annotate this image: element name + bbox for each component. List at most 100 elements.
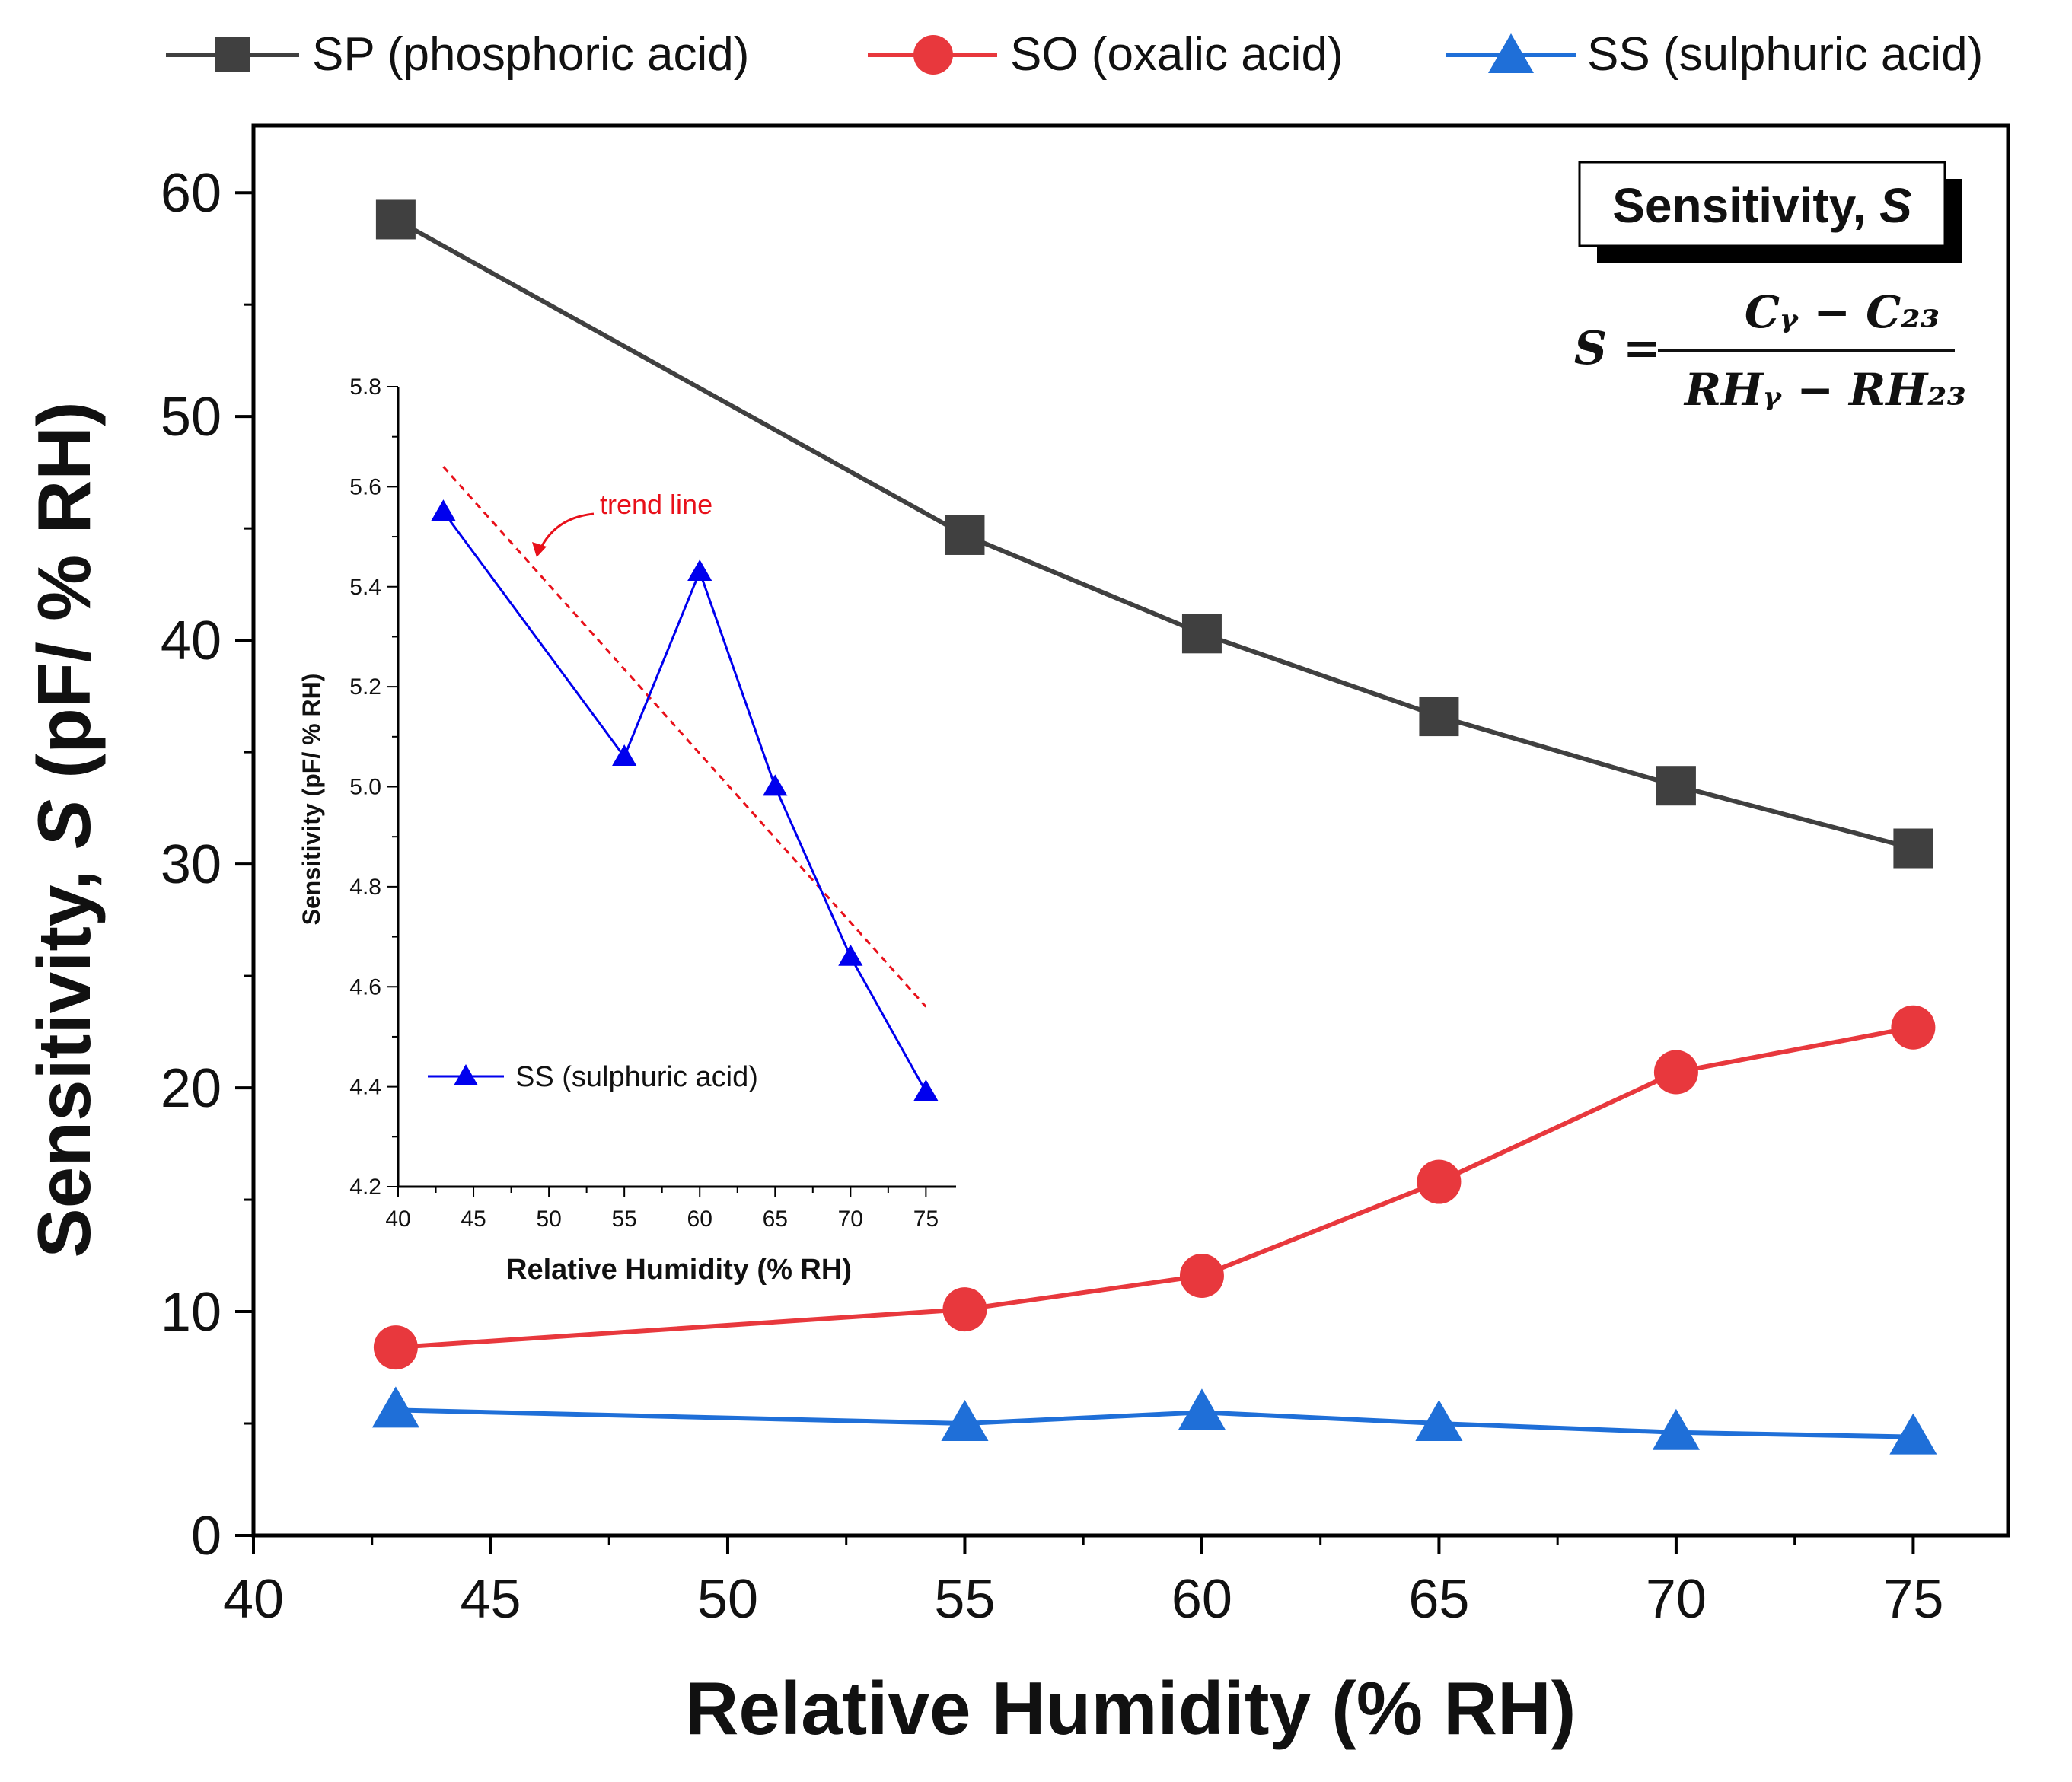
inset-chart: 40 45 50 55 60 65 70 75 4.2 4.4 4.6 4.8 5.0 5.2 5.4 5.6… — [298, 375, 956, 1286]
x-tick-label: 65 — [1408, 1569, 1469, 1630]
x-tick-label: 70 — [1646, 1569, 1707, 1630]
data-point-square — [1181, 614, 1222, 654]
x-axis-title: Relative Humidity (% RH) — [685, 1666, 1576, 1750]
inset-y-tick-label: 4.8 — [349, 875, 381, 900]
inset-x-tick-label: 45 — [461, 1207, 486, 1232]
annotation-panel — [1578, 161, 1946, 247]
formula-numerator: Cᵧ − C₂₃ — [1745, 286, 1940, 338]
inset-data-point-triangle — [687, 559, 712, 581]
trend-line — [442, 466, 927, 1008]
legend-label-so: SO (oxalic acid) — [1010, 28, 1344, 81]
inset-y-tick-label: 4.4 — [349, 1075, 381, 1100]
inset-x-tick-label: 60 — [687, 1207, 712, 1232]
inset-legend-marker — [454, 1064, 478, 1085]
inset-y-tick-label: 5.2 — [349, 674, 381, 700]
y-axis-title-symbol: S — [22, 799, 106, 849]
series-line — [395, 1025, 1914, 1350]
data-point-triangle — [1889, 1413, 1937, 1455]
inset-axes: 40 45 50 55 60 65 70 75 4.2 4.4 4.6 4.8 5.0 5.2 5.4 5.6… — [349, 375, 956, 1232]
x-tick-label: 45 — [460, 1569, 521, 1630]
inset-series — [431, 466, 939, 1101]
legend-label-sp: SP (phosphoric acid) — [312, 28, 749, 81]
y-tick-label: 30 — [161, 834, 222, 895]
legend-marker-circle — [913, 35, 953, 75]
data-point-triangle — [1652, 1408, 1700, 1450]
x-tick-label: 50 — [697, 1569, 758, 1630]
y-axis-title-prefix: Sensitivity, — [22, 849, 106, 1258]
data-point-triangle — [1415, 1399, 1463, 1441]
inset-y-tick-label: 4.2 — [349, 1175, 381, 1200]
x-tick-label: 60 — [1171, 1569, 1232, 1630]
formula-denominator: RHᵧ − RH₂₃ — [1683, 364, 1966, 416]
inset-x-tick-label: 70 — [838, 1207, 863, 1232]
inset-data-point-triangle — [913, 1079, 939, 1101]
data-point-circle — [1891, 1005, 1936, 1050]
inset-x-axis-title: Relative Humidity (% RH) — [506, 1254, 852, 1286]
series-line — [394, 217, 1914, 851]
trend-line-callout-arrow — [537, 512, 595, 553]
legend-item-sp: SP (phosphoric acid) — [166, 28, 749, 81]
inset-x-tick-label: 50 — [536, 1207, 561, 1232]
data-point-circle — [373, 1325, 418, 1370]
data-point-circle — [1179, 1253, 1224, 1298]
legend-item-so: SO (oxalic acid) — [868, 28, 1344, 81]
trend-line-callout: trend line — [532, 489, 712, 557]
plot-frame — [251, 123, 2010, 1538]
inset-x-tick-label: 55 — [611, 1207, 636, 1232]
data-point-circle — [1417, 1159, 1462, 1204]
legend-marker-triangle — [1488, 33, 1534, 73]
data-point-circle — [942, 1287, 987, 1332]
series-line — [395, 1407, 1914, 1439]
data-point-square — [1893, 828, 1933, 869]
inset-legend-label: SS (sulphuric acid) — [515, 1061, 758, 1093]
trend-line-callout-arrowhead — [532, 542, 547, 557]
inset-legend: SS (sulphuric acid) — [428, 1061, 758, 1093]
data-point-circle — [1653, 1050, 1698, 1095]
annotation-title-symbol: S — [1879, 178, 1912, 233]
y-axis-title: Sensitivity, S (pF/ % RH) — [22, 401, 106, 1258]
trend-line-label: trend line — [600, 489, 712, 520]
annotation-title-text: Sensitivity, — [1612, 178, 1879, 233]
data-point-triangle — [1178, 1388, 1226, 1430]
data-point-square — [945, 515, 985, 555]
inset-data-point-triangle — [838, 944, 863, 966]
y-tick-label: 10 — [161, 1282, 222, 1343]
x-tick-label: 75 — [1882, 1569, 1943, 1630]
annotation-box: Sensitivity, S S = Cᵧ − C₂₃ RHᵧ − RH₂₃ — [1574, 161, 1966, 416]
data-point-square — [1419, 697, 1459, 737]
legend: SP (phosphoric acid) SO (oxalic acid) SS… — [166, 28, 1983, 81]
legend-marker-square — [215, 37, 250, 72]
data-point-triangle — [941, 1399, 989, 1441]
y-tick-label: 20 — [161, 1058, 222, 1119]
inset-y-tick-label: 5.0 — [349, 775, 381, 800]
y-tick-label: 0 — [191, 1506, 222, 1567]
main-axes: 40 45 50 55 60 65 70 75 0 10 20 30 40 50 60 — [161, 163, 1944, 1630]
formula-lhs: S = — [1574, 322, 1662, 375]
inset-series-line — [442, 511, 927, 1092]
legend-item-ss: SS (sulphuric acid) — [1446, 28, 1983, 81]
inset-y-tick-label: 5.6 — [349, 474, 381, 499]
annotation-title: Sensitivity, S — [1612, 178, 1912, 233]
data-point-square — [375, 199, 416, 240]
inset-y-axis-title: Sensitivity (pF/ % RH) — [298, 674, 325, 926]
inset-y-tick-label: 4.6 — [349, 974, 381, 999]
inset-y-tick-label: 5.4 — [349, 575, 381, 600]
data-point-square — [1656, 766, 1696, 806]
y-tick-label: 60 — [161, 163, 222, 224]
data-point-triangle — [371, 1386, 419, 1428]
inset-data-point-triangle — [612, 744, 637, 766]
main-series — [371, 199, 1937, 1455]
inset-y-tick-label: 5.8 — [349, 375, 381, 400]
y-tick-label: 40 — [161, 610, 222, 671]
inset-data-point-triangle — [763, 774, 788, 796]
x-tick-label: 55 — [934, 1569, 995, 1630]
inset-x-tick-label: 75 — [913, 1207, 939, 1232]
legend-label-ss: SS (sulphuric acid) — [1587, 28, 1983, 81]
inset-x-tick-label: 40 — [385, 1207, 410, 1232]
y-tick-label: 50 — [161, 387, 222, 448]
inset-x-tick-label: 65 — [763, 1207, 788, 1232]
x-tick-label: 40 — [223, 1569, 284, 1630]
inset-data-point-triangle — [431, 499, 456, 521]
y-axis-title-suffix: (pF/ % RH) — [22, 401, 106, 799]
